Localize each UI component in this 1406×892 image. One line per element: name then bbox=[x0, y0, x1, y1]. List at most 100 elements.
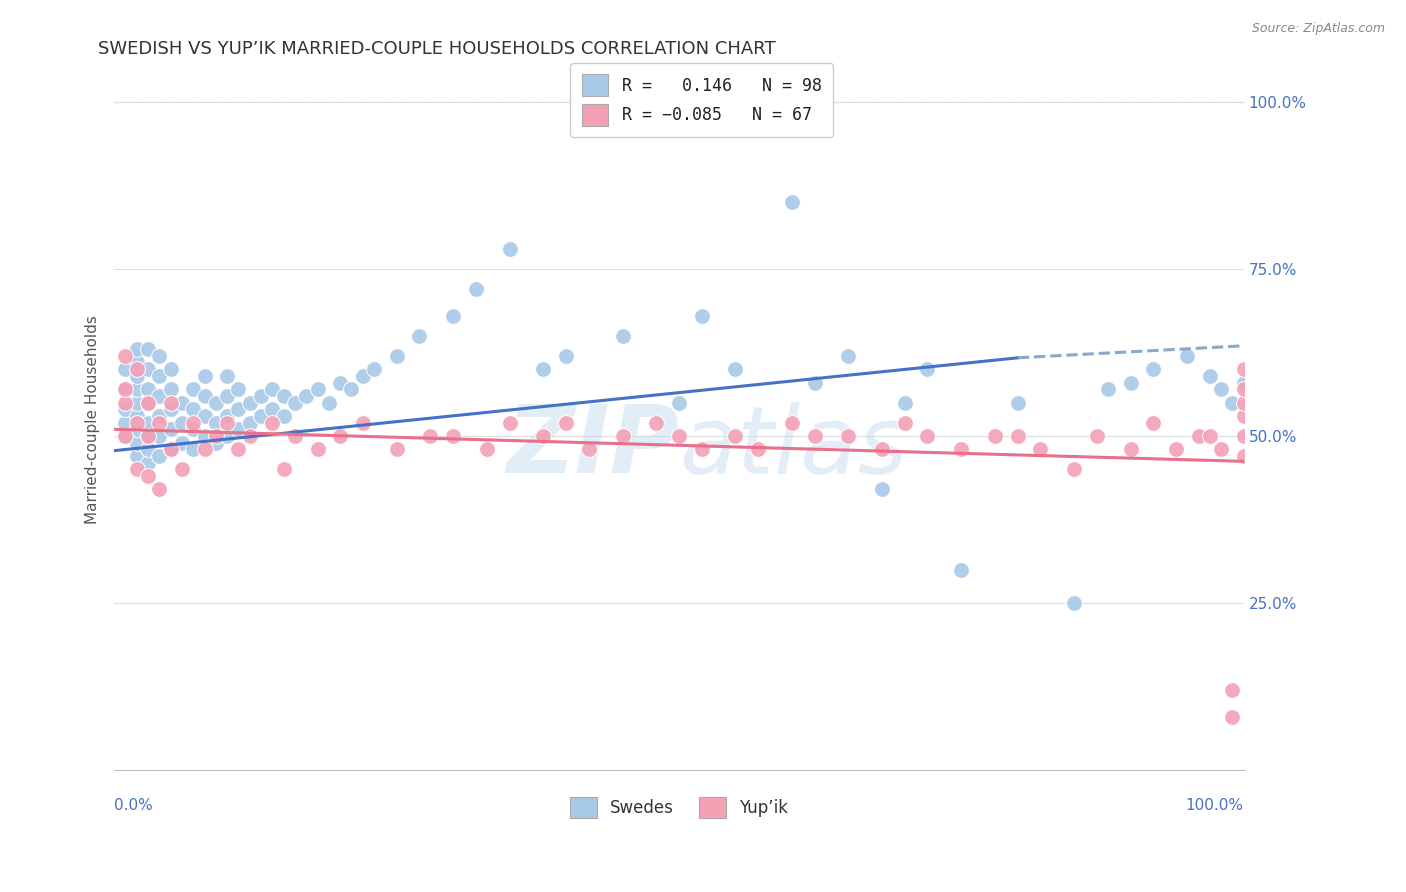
Point bbox=[441, 429, 464, 443]
Point bbox=[159, 362, 181, 376]
Point bbox=[193, 368, 215, 383]
Point bbox=[250, 409, 273, 423]
Point bbox=[352, 368, 374, 383]
Point bbox=[273, 389, 295, 403]
Point bbox=[217, 416, 239, 430]
Point bbox=[205, 435, 228, 450]
Point bbox=[136, 395, 159, 409]
Point bbox=[363, 362, 385, 376]
Point bbox=[114, 349, 136, 363]
Point bbox=[533, 429, 555, 443]
Point bbox=[136, 429, 159, 443]
Point bbox=[780, 195, 803, 210]
Point bbox=[1175, 349, 1198, 363]
Point bbox=[475, 442, 498, 457]
Point bbox=[872, 483, 894, 497]
Point bbox=[217, 389, 239, 403]
Point bbox=[125, 382, 148, 396]
Point bbox=[114, 395, 136, 409]
Point bbox=[159, 442, 181, 457]
Point bbox=[125, 395, 148, 409]
Point bbox=[262, 382, 284, 396]
Point bbox=[136, 395, 159, 409]
Point bbox=[159, 395, 181, 409]
Point bbox=[114, 416, 136, 430]
Point bbox=[114, 382, 136, 396]
Point bbox=[181, 442, 204, 457]
Point bbox=[239, 395, 262, 409]
Point bbox=[193, 409, 215, 423]
Point bbox=[1233, 376, 1256, 390]
Text: 100.0%: 100.0% bbox=[1185, 798, 1244, 813]
Point bbox=[148, 409, 170, 423]
Point bbox=[170, 395, 193, 409]
Point bbox=[1233, 409, 1256, 423]
Point bbox=[329, 376, 352, 390]
Point bbox=[950, 442, 973, 457]
Point bbox=[159, 402, 181, 417]
Point bbox=[159, 442, 181, 457]
Point bbox=[205, 416, 228, 430]
Point bbox=[917, 362, 939, 376]
Text: 0.0%: 0.0% bbox=[114, 798, 153, 813]
Point bbox=[385, 442, 408, 457]
Point bbox=[114, 429, 136, 443]
Point bbox=[136, 429, 159, 443]
Point bbox=[136, 416, 159, 430]
Point bbox=[1029, 442, 1052, 457]
Point bbox=[250, 389, 273, 403]
Point bbox=[170, 416, 193, 430]
Point bbox=[894, 395, 917, 409]
Point bbox=[262, 416, 284, 430]
Point bbox=[984, 429, 1007, 443]
Point bbox=[1119, 376, 1142, 390]
Point bbox=[690, 309, 713, 323]
Point bbox=[668, 429, 690, 443]
Point bbox=[747, 442, 769, 457]
Point bbox=[148, 368, 170, 383]
Point bbox=[193, 442, 215, 457]
Point bbox=[555, 416, 578, 430]
Point bbox=[917, 429, 939, 443]
Point bbox=[181, 402, 204, 417]
Point bbox=[872, 442, 894, 457]
Point bbox=[125, 342, 148, 356]
Point bbox=[239, 429, 262, 443]
Point bbox=[408, 328, 430, 343]
Point bbox=[159, 382, 181, 396]
Point bbox=[1211, 382, 1233, 396]
Point bbox=[837, 429, 859, 443]
Point bbox=[803, 429, 825, 443]
Point bbox=[170, 462, 193, 476]
Point bbox=[950, 563, 973, 577]
Point bbox=[1097, 382, 1119, 396]
Point bbox=[533, 362, 555, 376]
Text: atlas: atlas bbox=[679, 401, 907, 492]
Point bbox=[148, 449, 170, 463]
Point bbox=[307, 442, 329, 457]
Point bbox=[125, 462, 148, 476]
Point bbox=[1063, 462, 1085, 476]
Point bbox=[837, 349, 859, 363]
Point bbox=[228, 382, 250, 396]
Point bbox=[239, 416, 262, 430]
Point bbox=[181, 422, 204, 436]
Point bbox=[1142, 416, 1164, 430]
Point bbox=[114, 429, 136, 443]
Point bbox=[114, 362, 136, 376]
Point bbox=[1085, 429, 1108, 443]
Point bbox=[114, 382, 136, 396]
Point bbox=[441, 309, 464, 323]
Point bbox=[894, 416, 917, 430]
Point bbox=[228, 422, 250, 436]
Point bbox=[193, 389, 215, 403]
Point bbox=[1119, 442, 1142, 457]
Point bbox=[170, 435, 193, 450]
Point bbox=[464, 282, 486, 296]
Point bbox=[1199, 368, 1222, 383]
Point bbox=[125, 435, 148, 450]
Point bbox=[352, 416, 374, 430]
Point bbox=[217, 429, 239, 443]
Point bbox=[125, 422, 148, 436]
Point bbox=[578, 442, 600, 457]
